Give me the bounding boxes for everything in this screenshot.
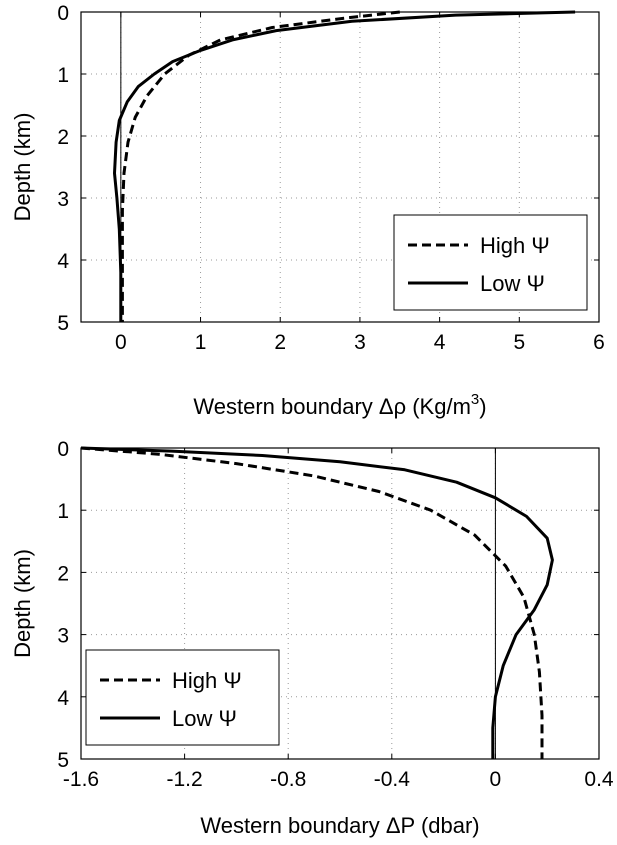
x-tick-label: 0 <box>115 331 127 354</box>
x-tick-label: -1.6 <box>63 768 99 791</box>
series-line-low-psi <box>113 10 576 322</box>
legend: High Ψ Low Ψ <box>393 214 588 311</box>
x-axis-label-close: ) <box>479 394 486 419</box>
legend-label: Low Ψ <box>480 271 545 296</box>
chart-2: -1.6 -1.2 -0.8 -0.4 0 0.4 0 1 2 3 4 5 Depth (km) West… <box>10 438 614 838</box>
y-tick-label: 5 <box>57 312 69 335</box>
axes-frame <box>80 11 600 323</box>
axes-frame <box>80 447 600 760</box>
y-tick-label: 1 <box>57 64 69 87</box>
x-tick-label: 4 <box>434 331 446 354</box>
legend-label: High Ψ <box>172 668 242 693</box>
x-axis-label: Western boundary ΔP (dbar) <box>200 813 479 838</box>
legend: High Ψ Low Ψ <box>85 649 280 746</box>
legend-box <box>85 649 280 746</box>
y-tick-label: 3 <box>57 188 69 211</box>
x-tick-label: 2 <box>274 331 286 354</box>
x-tick-label: 6 <box>593 331 605 354</box>
x-tick-label: 1 <box>195 331 207 354</box>
legend-label: High Ψ <box>480 233 550 258</box>
x-tick-label: -0.8 <box>270 768 306 791</box>
y-tick-label: 0 <box>57 2 69 25</box>
x-axis-label-symbol: ΔP <box>386 813 415 838</box>
series-line-low-psi <box>80 446 554 759</box>
chart-1: 0 1 2 3 4 5 6 0 1 2 3 4 5 Depth (km) Western boundary … <box>10 2 605 419</box>
x-tick-label: -0.4 <box>374 768 411 791</box>
x-axis-label-text: Western boundary <box>193 394 378 419</box>
x-axis-label-unit: (Kg/m <box>406 394 471 419</box>
y-tick-label: 3 <box>57 625 69 648</box>
y-tick-label: 2 <box>57 562 69 585</box>
y-axis-label: Depth (km) <box>10 113 35 222</box>
series-line-high-psi <box>120 10 400 322</box>
x-tick-label: 3 <box>354 331 366 354</box>
y-tick-label: 4 <box>57 250 69 273</box>
y-tick-label: 4 <box>57 687 69 710</box>
y-tick-label: 2 <box>57 126 69 149</box>
x-tick-label: 0 <box>490 768 502 791</box>
x-tick-label: 0.4 <box>584 768 614 791</box>
legend-label: Low Ψ <box>172 706 237 731</box>
x-axis-label-superscript: 3 <box>471 391 479 408</box>
x-axis-label-symbol: Δρ <box>379 394 406 419</box>
y-axis-label: Depth (km) <box>10 549 35 658</box>
y-tick-label: 0 <box>57 438 69 461</box>
x-tick-label: 5 <box>513 331 525 354</box>
series-line-high-psi <box>80 446 544 759</box>
x-axis-label-text: Western boundary <box>200 813 385 838</box>
x-tick-label: -1.2 <box>167 768 203 791</box>
legend-box <box>393 214 588 311</box>
x-axis-label: Western boundary Δρ (Kg/m3) <box>193 391 486 419</box>
y-tick-label: 1 <box>57 500 69 523</box>
y-tick-label: 5 <box>57 749 69 772</box>
x-axis-label-unit: (dbar) <box>415 813 480 838</box>
